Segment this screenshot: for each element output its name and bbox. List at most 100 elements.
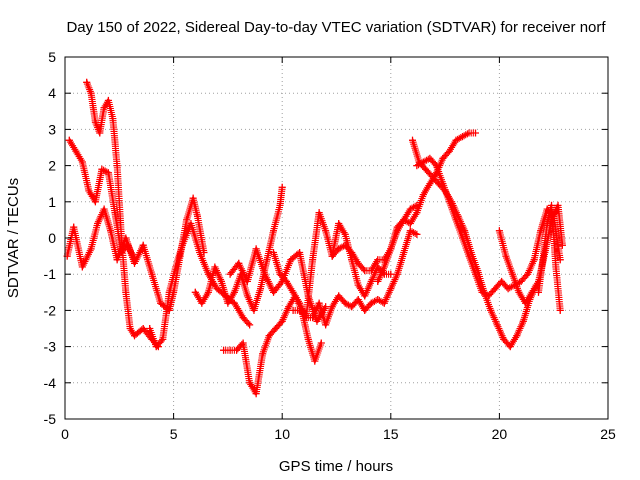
data-point [193, 212, 201, 220]
data-point [485, 292, 493, 300]
data-point [252, 245, 260, 253]
data-point [406, 220, 414, 228]
data-point [413, 230, 421, 238]
data-point [313, 317, 321, 325]
data-point [539, 256, 547, 264]
data-point [217, 277, 225, 285]
data-point [276, 201, 284, 209]
data-point [98, 165, 106, 173]
x-tick-label: 0 [61, 426, 69, 442]
y-tick-label: -5 [44, 411, 57, 427]
data-point [528, 288, 536, 296]
data-point [380, 299, 388, 307]
data-point [367, 277, 375, 285]
data-point [91, 118, 99, 126]
data-point [515, 288, 523, 296]
tick-layer: 0 5 10 15 20 25 -5 -4 -3 -2 -1 0 1 2 3 4 5 [44, 49, 616, 442]
data-point [348, 248, 356, 256]
data-point [504, 285, 512, 293]
data-point [341, 241, 349, 249]
series-track-4 [146, 220, 254, 351]
data-point [191, 288, 199, 296]
data-point [387, 270, 395, 278]
data-point [165, 288, 173, 296]
data-point [289, 288, 297, 296]
data-point [309, 314, 317, 322]
data-point [270, 227, 278, 235]
data-point [374, 256, 382, 264]
data-point [465, 252, 473, 260]
data-point [439, 180, 447, 188]
data-point [226, 270, 234, 278]
data-point [495, 227, 503, 235]
data-point [233, 346, 241, 354]
data-point [65, 136, 73, 144]
data-point [374, 296, 382, 304]
data-point [354, 296, 362, 304]
data-point [348, 303, 356, 311]
series-track-9 [289, 227, 421, 329]
data-point [296, 248, 304, 256]
data-point [157, 299, 165, 307]
data-point [296, 299, 304, 307]
y-tick-label: -3 [44, 339, 57, 355]
data-point [220, 346, 228, 354]
grid-layer [65, 57, 608, 419]
data-point [445, 198, 453, 206]
data-point [270, 248, 278, 256]
data-point [259, 350, 267, 358]
data-point [287, 256, 295, 264]
data-point [472, 270, 480, 278]
chart-title: Day 150 of 2022, Sidereal Day-to-day VTE… [66, 19, 606, 36]
data-point [541, 248, 549, 256]
data-point [309, 256, 317, 264]
data-point [367, 267, 375, 275]
data-point [558, 241, 566, 249]
data-point [341, 299, 349, 307]
data-point [498, 277, 506, 285]
data-point [224, 299, 232, 307]
data-point [304, 335, 312, 343]
data-point [252, 390, 260, 398]
data-point [400, 248, 408, 256]
data-point [445, 147, 453, 155]
x-tick-label: 15 [383, 426, 399, 442]
data-point [189, 194, 197, 202]
data-point [409, 136, 417, 144]
data-point [361, 292, 369, 300]
data-point [235, 259, 243, 267]
data-point [196, 248, 204, 256]
data-point [187, 220, 195, 228]
data-point [152, 343, 160, 351]
data-point [276, 270, 284, 278]
data-point [122, 288, 130, 296]
y-tick-label: 0 [48, 230, 56, 246]
data-point [285, 303, 293, 311]
data-point [122, 234, 130, 242]
data-point [94, 220, 102, 228]
data-point [289, 306, 297, 314]
data-point [328, 252, 336, 260]
data-point [111, 209, 119, 217]
data-point [393, 227, 401, 235]
data-point [413, 162, 421, 170]
data-point [517, 277, 525, 285]
y-tick-label: 3 [48, 121, 56, 137]
data-point [493, 321, 501, 329]
data-point [272, 325, 280, 332]
y-tick-label: 2 [48, 158, 56, 174]
data-point [283, 277, 291, 285]
data-point [500, 335, 508, 343]
data-point [100, 205, 108, 213]
data-point [491, 285, 499, 293]
data-point [159, 335, 167, 343]
data-point [239, 339, 247, 347]
y-tick-label: -2 [44, 302, 57, 318]
data-point [148, 270, 156, 278]
data-point [406, 205, 414, 213]
data-point [278, 183, 286, 191]
y-axis-label: SDTVAR / TECUs [5, 178, 22, 298]
data-point [96, 129, 104, 137]
data-point [104, 96, 112, 104]
